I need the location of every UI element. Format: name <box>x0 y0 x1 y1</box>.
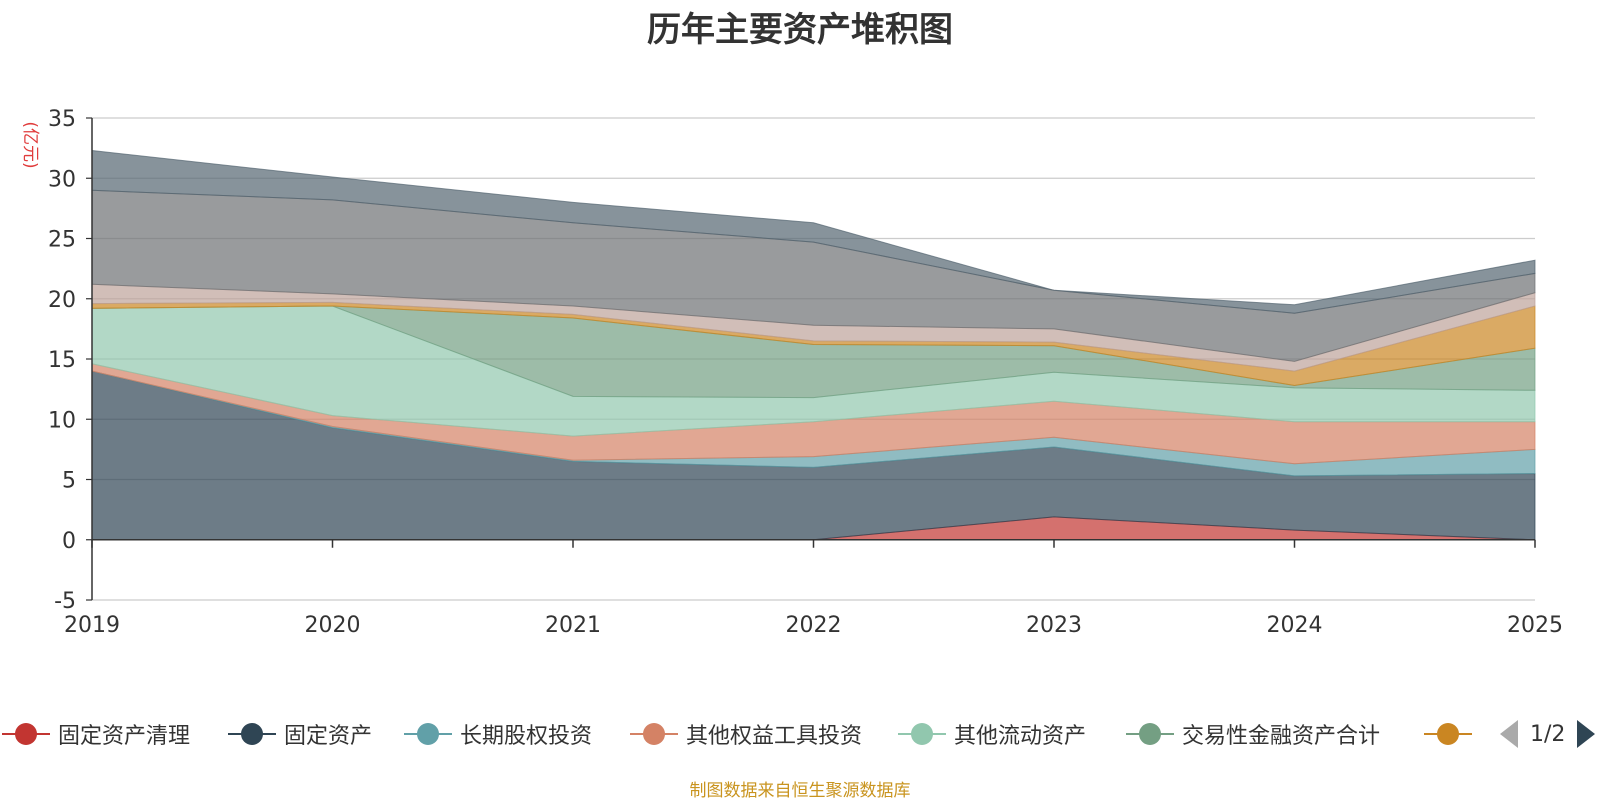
legend-marker-icon <box>226 714 278 754</box>
area-layer <box>91 149 1536 541</box>
chart-title: 历年主要资产堆积图 <box>647 10 953 50</box>
legend-page-indicator: 1/2 <box>1530 721 1566 747</box>
legend-label: 其他权益工具投资 <box>686 724 863 749</box>
legend-marker-icon <box>402 714 454 754</box>
y-tick-label: 0 <box>62 529 76 554</box>
y-tick-label: 25 <box>48 228 76 253</box>
y-tick-label: 35 <box>48 107 76 132</box>
x-tick-label: 2020 <box>305 613 361 638</box>
x-tick-label: 2024 <box>1267 613 1323 638</box>
legend-item-7[interactable] <box>1422 714 1474 754</box>
legend-label: 固定资产 <box>284 724 373 749</box>
x-tick-label: 2022 <box>786 613 842 638</box>
y-tick-label: 30 <box>48 167 76 192</box>
legend-item-3[interactable]: 长期股权投资 <box>402 714 592 754</box>
y-tick-label: 20 <box>48 288 76 313</box>
y-tick-label: -5 <box>54 589 76 614</box>
legend-marker-icon <box>1124 714 1176 754</box>
legend-label: 长期股权投资 <box>460 724 593 749</box>
legend-marker-icon <box>0 714 52 754</box>
area-series-10[interactable] <box>91 149 1536 314</box>
legend: 固定资产清理 固定资产 长期股权投资 其他权益工具投资 其他流动资产 交易性金融资产合计 <box>0 714 1600 754</box>
legend-next-page-icon[interactable] <box>1577 720 1596 748</box>
legend-item-5[interactable]: 其他流动资产 <box>896 714 1086 754</box>
y-axis-unit-label: (亿元) <box>20 121 40 168</box>
data-source-note: 制图数据来自恒生聚源数据库 <box>689 781 911 801</box>
legend-label: 其他流动资产 <box>954 724 1087 749</box>
legend-prev-page-icon[interactable] <box>1500 720 1518 748</box>
x-tick-label: 2023 <box>1026 613 1082 638</box>
legend-item-6[interactable]: 交易性金融资产合计 <box>1124 714 1380 754</box>
legend-marker-icon <box>1422 714 1474 754</box>
x-tick-label: 2025 <box>1507 613 1563 638</box>
x-tick-label: 2021 <box>545 613 601 638</box>
legend-marker-icon <box>628 714 680 754</box>
legend-item-1[interactable]: 固定资产清理 <box>0 714 190 754</box>
legend-pager: 1/2 <box>1500 714 1596 754</box>
legend-item-4[interactable]: 其他权益工具投资 <box>628 714 862 754</box>
y-tick-label: 10 <box>48 408 76 433</box>
legend-label: 交易性金融资产合计 <box>1182 724 1381 749</box>
y-tick-label: 15 <box>48 348 76 373</box>
x-tick-label: 2019 <box>64 613 120 638</box>
y-tick-label: 5 <box>62 469 76 494</box>
legend-marker-icon <box>896 714 948 754</box>
legend-label: 固定资产清理 <box>58 724 191 749</box>
legend-item-2[interactable]: 固定资产 <box>226 714 372 754</box>
